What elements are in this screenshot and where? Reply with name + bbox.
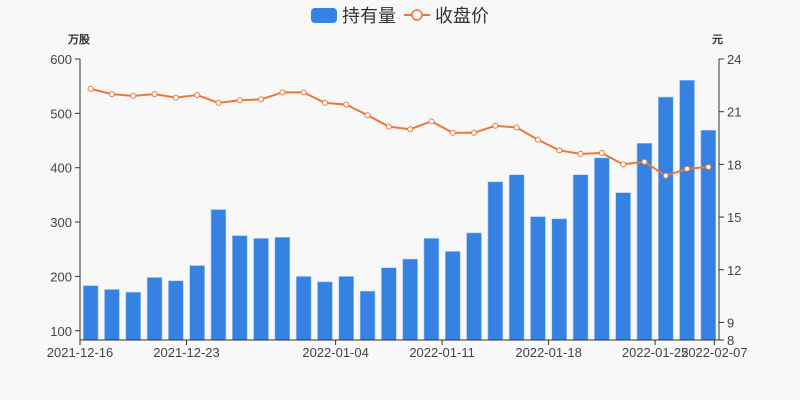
x-tick-label: 2021-12-23	[153, 345, 220, 360]
bar	[104, 289, 120, 341]
legend-label-holdings: 持有量	[342, 6, 396, 26]
close-price-point	[258, 96, 265, 103]
bar	[679, 79, 695, 341]
close-price-point	[620, 161, 627, 168]
close-price-point	[471, 129, 478, 136]
close-price-point	[534, 136, 541, 143]
close-price-point	[577, 150, 584, 157]
close-price-point	[321, 99, 328, 106]
bar	[657, 96, 674, 341]
close-price-point	[492, 122, 499, 129]
close-price-point	[279, 89, 286, 96]
x-tick-label: 2022-01-25	[622, 345, 689, 360]
close-price-point	[364, 112, 371, 119]
bar	[359, 290, 376, 341]
close-price-point	[428, 118, 435, 125]
bar	[594, 157, 610, 341]
bar	[274, 236, 291, 341]
left-tick-label: 200	[50, 269, 72, 284]
right-tick-label: 8	[727, 333, 734, 348]
right-tick-label: 15	[727, 210, 741, 225]
close-price-point	[151, 91, 158, 98]
bar	[551, 218, 568, 341]
right-axis-unit: 元	[712, 34, 723, 46]
bar	[231, 235, 248, 341]
bar	[508, 174, 525, 341]
bar	[82, 285, 99, 341]
close-price-point	[449, 129, 456, 136]
close-price-point	[705, 164, 712, 171]
close-price-point	[87, 85, 94, 92]
bar	[636, 142, 653, 341]
bar	[168, 280, 184, 341]
x-tick-label: 2022-01-04	[302, 345, 369, 360]
right-tick-label: 12	[727, 263, 741, 278]
x-tick-label: 2022-02-07	[681, 345, 748, 360]
bar	[317, 281, 333, 341]
bar	[487, 181, 504, 341]
line-swatch-icon	[404, 9, 430, 21]
bar-swatch-icon	[311, 7, 337, 23]
close-price-point	[194, 92, 201, 99]
left-tick-label: 600	[50, 52, 72, 67]
right-tick-label: 21	[727, 105, 741, 120]
legend-item-holdings[interactable]: 持有量	[311, 2, 396, 28]
close-price-point	[684, 165, 691, 172]
bar	[253, 238, 269, 341]
x-tick-label: 2022-01-11	[409, 345, 475, 360]
close-price-point	[172, 94, 179, 101]
bar	[423, 238, 440, 341]
close-price-point	[513, 124, 520, 131]
close-price-line	[90, 87, 709, 177]
bar	[381, 267, 397, 341]
close-price-point	[556, 147, 563, 154]
bar	[700, 129, 717, 341]
bar	[402, 258, 418, 341]
left-tick-label: 400	[50, 161, 72, 176]
close-price-point	[641, 158, 648, 165]
bar	[572, 174, 589, 341]
bar	[295, 276, 312, 341]
close-price-point	[215, 99, 222, 106]
bar	[210, 209, 227, 341]
close-price-point	[598, 149, 605, 156]
close-price-point	[343, 101, 350, 108]
close-price-point	[236, 97, 243, 104]
bar	[338, 276, 355, 341]
close-price-point	[130, 92, 137, 99]
close-price-point	[385, 123, 392, 130]
right-tick-label: 24	[727, 52, 741, 67]
bar	[444, 251, 461, 341]
x-tick-label: 2022-01-18	[515, 345, 582, 360]
close-price-point	[662, 172, 669, 179]
bar	[530, 216, 546, 341]
left-tick-label: 300	[50, 215, 72, 230]
bar	[466, 232, 482, 341]
legend-label-close-price: 收盘价	[435, 6, 489, 26]
right-tick-label: 9	[727, 315, 734, 330]
legend-item-close-price[interactable]: 收盘价	[404, 2, 489, 28]
close-price-point	[300, 89, 307, 96]
legend: 持有量 收盘价	[0, 2, 800, 28]
x-tick-label: 2021-12-16	[47, 345, 114, 360]
bar	[189, 265, 205, 341]
left-tick-label: 100	[50, 324, 72, 339]
close-price-point	[407, 126, 414, 133]
right-tick-label: 18	[727, 157, 741, 172]
bar	[146, 277, 163, 341]
bar	[615, 192, 631, 341]
bar	[125, 291, 142, 341]
left-tick-label: 500	[50, 106, 72, 121]
left-axis-unit: 万股	[68, 34, 90, 46]
close-price-point	[108, 91, 115, 98]
